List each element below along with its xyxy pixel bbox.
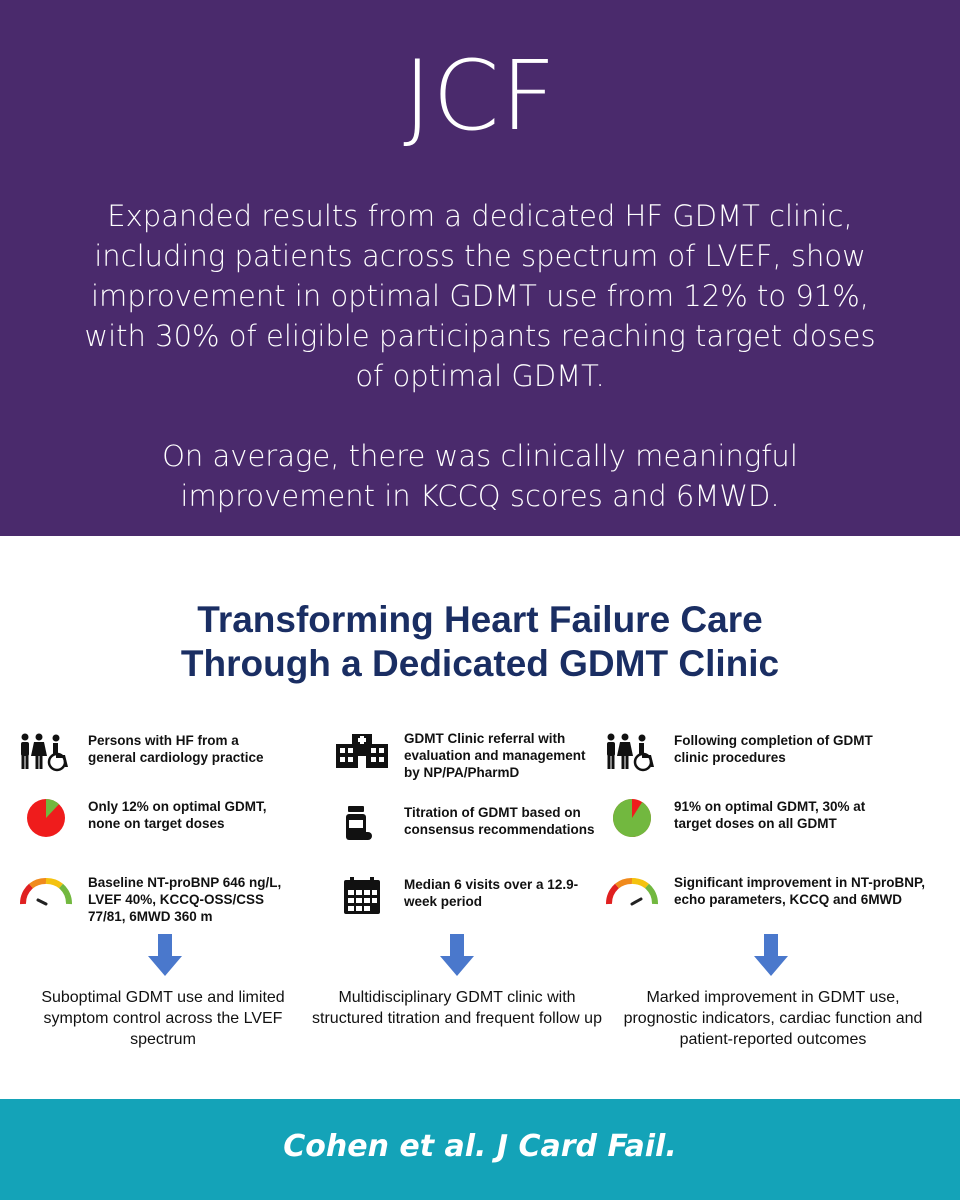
col1-row2: Only 12% on optimal GDMT, none on target…	[18, 798, 298, 838]
journal-logo: JCF	[403, 40, 557, 152]
calendar-icon	[344, 877, 380, 914]
abstract-title-line-1: Transforming Heart Failure Care	[197, 599, 763, 640]
hospital-icon	[336, 734, 388, 768]
col3-row1-text: Following completion of GDMT clinic proc…	[674, 733, 873, 765]
col1-row3: Baseline NT-proBNP 646 ng/L, LVEF 40%, K…	[18, 874, 294, 925]
abstract-title-line-2: Through a Dedicated GDMT Clinic	[180, 643, 780, 684]
summary-paragraph-1: Expanded results from a dedicated HF GDM…	[84, 199, 876, 393]
col3-outcome: Marked improvement in GDMT use, prognost…	[623, 989, 923, 1048]
col3-row2-text: 91% on optimal GDMT, 30% at target doses…	[674, 799, 866, 831]
down-arrow-icon	[148, 934, 182, 976]
col1-outcome: Suboptimal GDMT use and limited symptom …	[41, 989, 285, 1048]
pie-chart-icon	[612, 799, 651, 837]
citation: Cohen et al. J Card Fail.	[283, 1129, 677, 1164]
down-arrow-icon	[440, 934, 474, 976]
people-icon	[607, 733, 654, 772]
col2-row1-text: GDMT Clinic referral with evaluation and…	[404, 731, 586, 780]
col2-row2: Titration of GDMT based on consensus rec…	[334, 804, 614, 844]
header-banner: JCF Expanded results from a dedicated HF…	[0, 0, 960, 536]
col2-row2-text: Titration of GDMT based on consensus rec…	[404, 805, 595, 837]
pill-bottle-icon	[346, 806, 372, 840]
col3-row2: 91% on optimal GDMT, 30% at target doses…	[604, 798, 894, 838]
people-icon	[21, 733, 68, 772]
col1-row1: Persons with HF from a general cardiolog…	[18, 732, 288, 772]
col2-row3: Median 6 visits over a 12.9-week period	[334, 876, 604, 916]
col1-row2-text: Only 12% on optimal GDMT, none on target…	[88, 799, 267, 831]
col3-row3: Significant improvement in NT-proBNP, ec…	[604, 874, 958, 914]
abstract-title: Transforming Heart Failure Care Through …	[0, 598, 960, 686]
col2-outcome: Multidisciplinary GDMT clinic with struc…	[312, 989, 602, 1027]
down-arrow-icon	[754, 934, 788, 976]
summary-paragraph-2: On average, there was clinically meaning…	[162, 439, 798, 513]
col3-row1: Following completion of GDMT clinic proc…	[604, 732, 894, 772]
graphical-abstract: Transforming Heart Failure Care Through …	[0, 536, 960, 1100]
col2-row3-text: Median 6 visits over a 12.9-week period	[404, 877, 579, 909]
gauge-icon	[606, 878, 658, 906]
footer-banner: Cohen et al. J Card Fail.	[0, 1099, 960, 1200]
gauge-icon	[20, 878, 72, 906]
pie-chart-icon	[27, 799, 65, 837]
col3-row3-text: Significant improvement in NT-proBNP, ec…	[674, 875, 926, 907]
summary-text: Expanded results from a dedicated HF GDM…	[80, 196, 880, 516]
col1-row1-text: Persons with HF from a general cardiolog…	[88, 733, 264, 765]
col1-row3-text: Baseline NT-proBNP 646 ng/L, LVEF 40%, K…	[88, 875, 282, 924]
col2-row1: GDMT Clinic referral with evaluation and…	[334, 730, 604, 781]
